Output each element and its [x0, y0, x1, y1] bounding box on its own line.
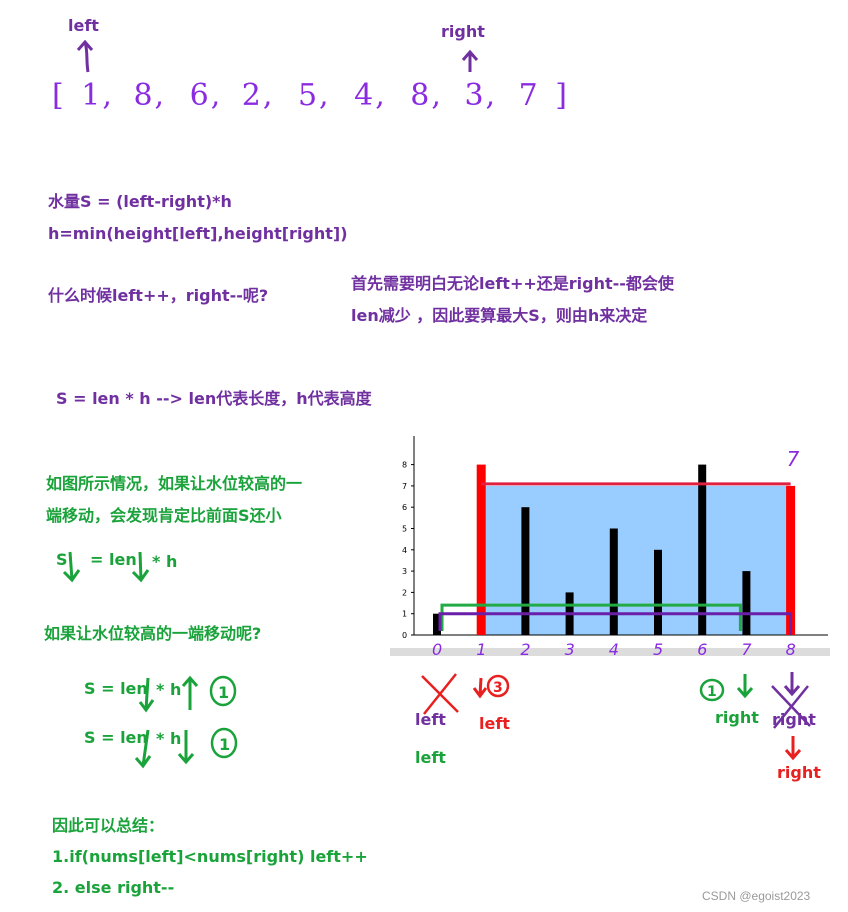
bar-6 [698, 464, 707, 635]
eq2-h-down-arrow [177, 730, 195, 765]
pointer-arrows [76, 39, 479, 73]
explain-line-1: 首先需要明白无论left++还是right--都会使 [351, 274, 674, 293]
bar-5 [654, 549, 662, 635]
right-purple-label: right [772, 710, 816, 729]
right-red-label: right [777, 763, 821, 782]
y-tick-label: 4 [402, 546, 407, 555]
case1-line1: 如图所示情况，如果让水位较高的一 [46, 474, 303, 493]
eq1-left: S = len [84, 679, 148, 698]
len-down-arrow [131, 551, 150, 583]
watermark: CSDN @egoist2023 [702, 889, 811, 903]
s-equation-s: S [56, 550, 68, 569]
summary-title: 因此可以总结： [52, 816, 165, 835]
x-category-label: 0 [432, 640, 442, 659]
green-arrows: 1 1 [62, 551, 238, 769]
right-green-label: right [715, 708, 759, 727]
h-formula: h=min(height[left],height[right]) [48, 224, 348, 243]
x-category-label: 2 [520, 640, 530, 659]
array-item-7: 3, [464, 78, 498, 113]
left-red-down-arrow [472, 677, 488, 699]
array-item-1: 8, [133, 78, 167, 113]
eq2-len-down-arrow [134, 729, 152, 769]
right-green-circle-text: 1 [707, 684, 717, 700]
array-item-6: 8, [410, 78, 443, 113]
array-item-8: 7 [518, 78, 540, 113]
array-item-5: 4, [354, 78, 387, 113]
y-tick-label: 5 [402, 525, 407, 534]
left-up-arrow [76, 39, 94, 73]
array-item-0: 1, [81, 78, 114, 113]
right-red-down-arrow [784, 736, 802, 761]
right-green-down-arrow [736, 674, 754, 699]
water-formula: 水量S = (left-right)*h [48, 192, 232, 211]
right-green-circle [699, 678, 725, 702]
array-item-4: 5, [297, 78, 331, 113]
bar-7 [742, 571, 751, 635]
x-category-label: 4 [609, 640, 619, 659]
right-purple-down-arrow [783, 672, 801, 697]
left-cross-mark [421, 673, 459, 715]
case1-line2: 端移动，会发现肯定比前面S还小 [46, 506, 282, 525]
eq1-len-down-arrow [138, 677, 155, 713]
height-array: [ 1, 8, 6, 2, 5, 4, 8, 3, 7 ] [52, 78, 569, 113]
s-definition: S = len * h --> len代表长度，h代表高度 [56, 389, 372, 408]
explain-line-2: len减少 ，因此要算最大S，则由h来决定 [351, 306, 648, 325]
right-cross-mark [771, 685, 811, 729]
circle-1-text: 1 [218, 683, 229, 702]
y-tick-label: 8 [402, 461, 407, 470]
eq1-h-up-arrow [181, 675, 199, 710]
y-tick-label: 3 [402, 567, 407, 576]
right-up-arrow [461, 49, 479, 72]
s-equation-len: = len [90, 550, 137, 569]
bar-1 [476, 464, 486, 635]
red-circle-text: 3 [493, 680, 503, 696]
eq2-left: S = len [84, 728, 148, 747]
array-open-bracket: [ [52, 78, 66, 113]
array-close-bracket: ] [555, 78, 569, 113]
eq2-right: * h [156, 729, 182, 748]
y-tick-label: 2 [402, 588, 407, 597]
below-chart-marks: 3 1 [421, 672, 811, 761]
x-category-label: 3 [565, 640, 575, 659]
bar-4 [609, 528, 618, 635]
array-item-3: 2, [241, 78, 275, 113]
s-equation-h: * h [152, 552, 178, 571]
water-chart: 0 1 2 3 4 5 6 7 8 0 1 2 3 4 5 6 7 8 7 [390, 436, 830, 659]
green-level-bracket [440, 603, 742, 631]
top-right-label: right [441, 22, 485, 41]
case2-text: 如果让水位较高的一端移动呢? [44, 624, 262, 643]
s-down-arrow [62, 551, 81, 583]
question-text: 什么时候left++，right--呢? [48, 286, 269, 305]
circle-2-text: 1 [219, 735, 230, 754]
x-category-label: 7 [741, 640, 752, 659]
summary-rule-2: 2. else right-- [52, 878, 175, 897]
chart-bottom-strip [390, 648, 830, 656]
bar-2 [521, 507, 530, 635]
bar-0 [433, 613, 441, 635]
array-item-2: 6, [189, 78, 223, 113]
eq1-right: * h [156, 680, 182, 699]
x-category-label: 8 [786, 640, 796, 659]
x-category-label: 6 [697, 640, 707, 659]
top-left-label: left [68, 16, 99, 35]
x-category-label: 1 [476, 640, 486, 659]
red-circle [486, 674, 510, 698]
chart-annotation: 7 [787, 447, 800, 471]
left-green-label: left [415, 748, 446, 767]
y-tick-label: 7 [402, 482, 407, 491]
y-tick-label: 6 [402, 503, 407, 512]
x-category-label: 5 [653, 640, 663, 659]
left-red-label: left [479, 714, 510, 733]
purple-level-bracket [438, 612, 793, 635]
bar-8 [786, 485, 796, 635]
left-purple-label: left [415, 710, 446, 729]
y-tick-label: 0 [402, 631, 407, 640]
y-tick-label: 1 [402, 610, 407, 619]
summary-rule-1: 1.if(nums[left]<nums[right) left++ [52, 847, 368, 866]
